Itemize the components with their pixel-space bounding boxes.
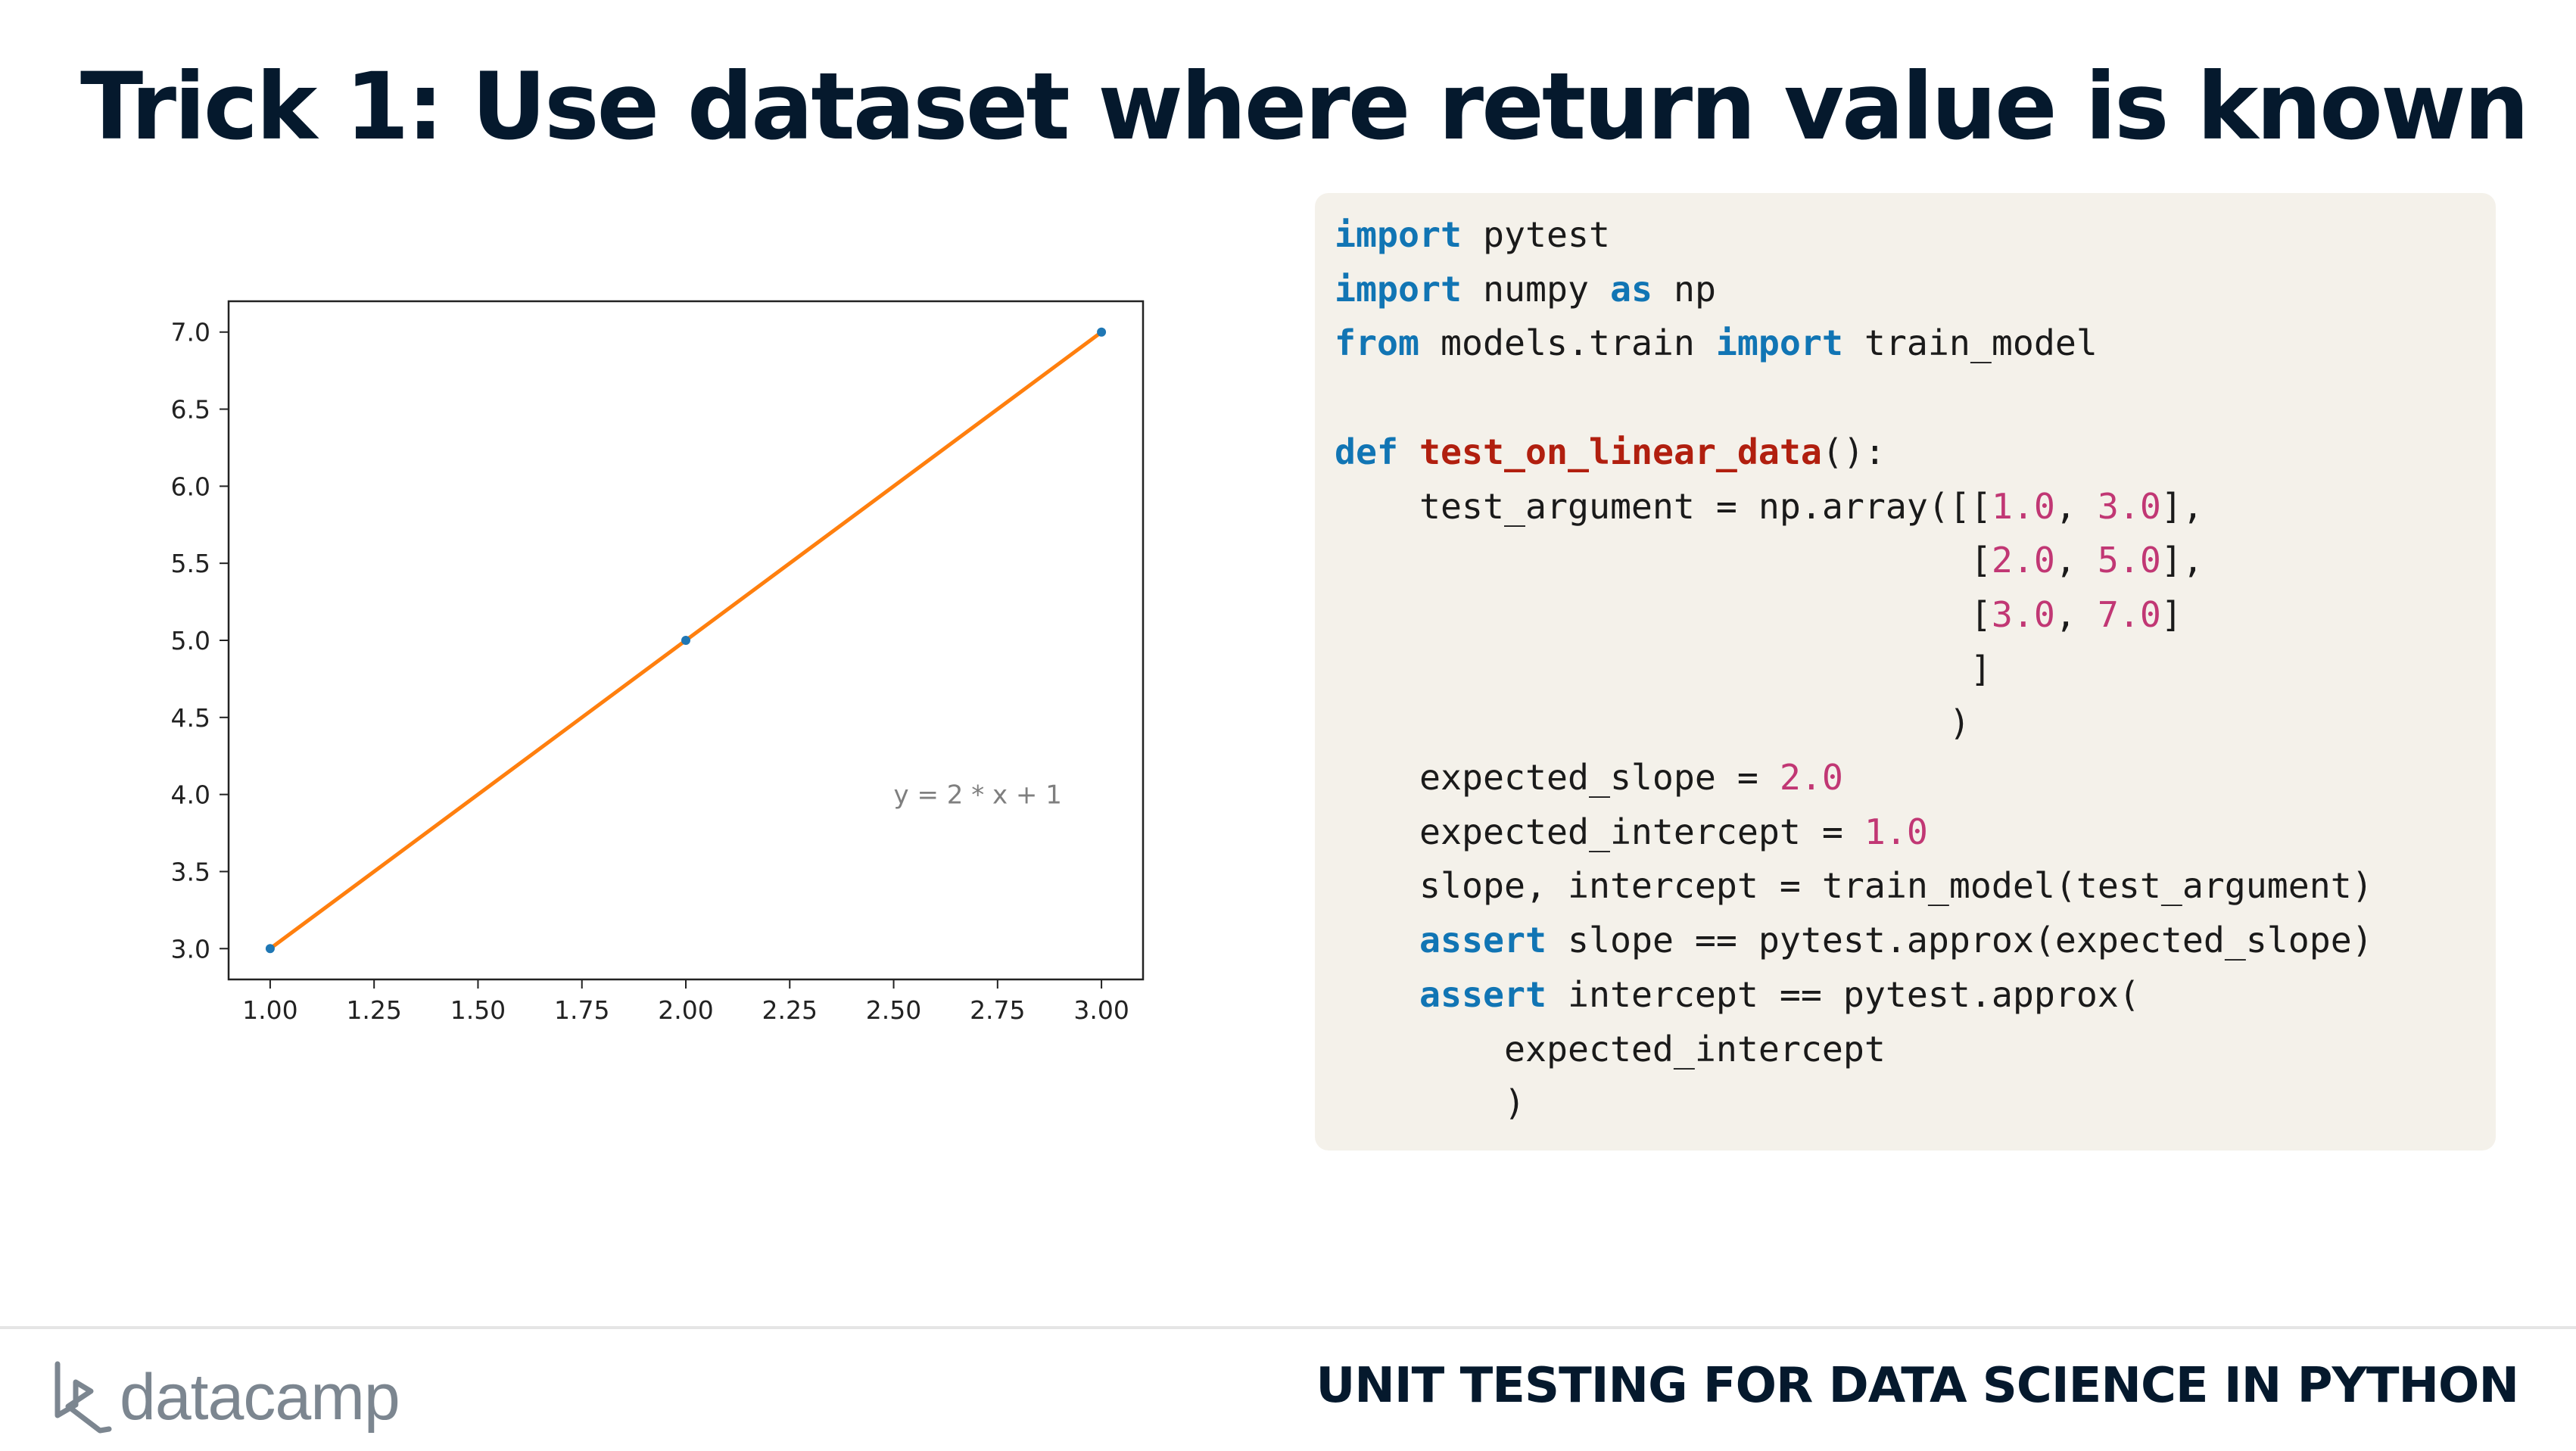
code-token: numpy — [1461, 268, 1610, 310]
code-token-kw: def — [1335, 431, 1398, 472]
code-token-kw: assert — [1419, 920, 1547, 961]
slide-title: Trick 1: Use dataset where return value … — [80, 53, 2530, 160]
code-token: [ — [1335, 593, 1992, 635]
code-token — [1335, 974, 1419, 1015]
code-token: , — [2054, 485, 2098, 527]
code-line: import numpy as np — [1335, 269, 1716, 310]
code-token: expected_intercept — [1335, 1028, 1886, 1070]
code-line: ) — [1335, 1082, 1525, 1123]
x-tick-label: 1.50 — [450, 995, 506, 1025]
code-token: ], — [2160, 540, 2204, 581]
code-block: import pytest import numpy as np from mo… — [1335, 208, 2496, 1131]
code-panel: import pytest import numpy as np from mo… — [1315, 193, 2496, 1151]
code-token: train_model — [1842, 322, 2098, 364]
code-line: ] — [1335, 649, 1992, 690]
code-token-kw: from — [1335, 322, 1419, 364]
code-line: expected_slope = 2.0 — [1335, 757, 1843, 798]
code-line: ) — [1335, 702, 1970, 743]
y-tick-label: 5.0 — [171, 626, 210, 655]
code-line: expected_intercept — [1335, 1029, 1886, 1070]
code-token: models.train — [1419, 322, 1716, 364]
data-point — [681, 636, 690, 645]
y-tick-label: 5.5 — [171, 549, 210, 578]
code-token: ] — [2160, 593, 2182, 635]
code-token-num: 1.0 — [1864, 811, 1928, 852]
brand-name: datacamp — [120, 1360, 400, 1434]
code-token: (): — [1821, 431, 1886, 472]
code-token: expected_intercept = — [1335, 811, 1864, 852]
code-token-num: 2.0 — [1779, 757, 1843, 799]
code-line: def test_on_linear_data(): — [1335, 431, 1886, 472]
code-line: [2.0, 5.0], — [1335, 540, 2204, 581]
y-tick-label: 7.0 — [171, 318, 210, 347]
code-token: [ — [1335, 540, 1992, 581]
x-tick-label: 1.25 — [346, 995, 401, 1025]
code-token: test_argument = np.array([[ — [1335, 485, 1992, 527]
code-token: np — [1652, 268, 1716, 310]
code-line: assert slope == pytest.approx(expected_s… — [1335, 920, 2373, 961]
code-token-num: 2.0 — [1991, 540, 2055, 581]
datacamp-logo[interactable]: datacamp — [53, 1352, 400, 1443]
footer: datacamp UNIT TESTING FOR DATA SCIENCE I… — [0, 1326, 2576, 1451]
code-line: test_argument = np.array([[1.0, 3.0], — [1335, 486, 2204, 527]
code-token-kw: as — [1609, 268, 1652, 310]
x-tick-label: 2.25 — [762, 995, 818, 1025]
line-chart: 1.00 1.25 1.50 1.75 2.00 2.25 2.50 2.75 3.00 3.0 3… — [171, 300, 1145, 1025]
y-tick-label: 6.0 — [171, 472, 210, 501]
x-tick-label: 1.00 — [242, 995, 297, 1025]
code-token — [1398, 431, 1419, 472]
datacamp-logo-icon — [55, 1361, 112, 1434]
code-token: slope, intercept = train_model(test_argu… — [1335, 865, 2373, 907]
x-tick-label: 2.50 — [866, 995, 921, 1025]
equation-annotation: y = 2 * x + 1 — [894, 780, 1062, 811]
code-token-num: 3.0 — [1991, 593, 2055, 635]
code-token-fn: test_on_linear_data — [1419, 431, 1822, 472]
code-line: slope, intercept = train_model(test_argu… — [1335, 865, 2373, 906]
y-tick-label: 4.5 — [171, 703, 210, 733]
data-point — [265, 944, 275, 954]
code-token-kw: import — [1715, 322, 1843, 364]
code-token-kw: import — [1335, 214, 1462, 255]
code-token — [1335, 920, 1419, 961]
code-token: , — [2054, 540, 2098, 581]
code-token: expected_slope = — [1335, 757, 1780, 799]
code-token-num: 5.0 — [2097, 540, 2161, 581]
code-token: pytest — [1461, 214, 1610, 255]
y-tick-label: 3.5 — [171, 857, 210, 886]
code-token: slope == pytest.approx(expected_slope) — [1546, 920, 2373, 961]
code-line: assert intercept == pytest.approx( — [1335, 974, 2140, 1015]
y-tick-label: 6.5 — [171, 395, 210, 425]
code-line: expected_intercept = 1.0 — [1335, 811, 1928, 852]
code-token: intercept == pytest.approx( — [1546, 973, 2140, 1015]
code-token: ) — [1335, 702, 1970, 744]
code-token-num: 3.0 — [2097, 485, 2161, 527]
code-line: import pytest — [1335, 214, 1610, 255]
x-tick-label: 2.75 — [970, 995, 1025, 1025]
code-token: ) — [1335, 1082, 1525, 1124]
code-token: ], — [2160, 485, 2204, 527]
course-title: UNIT TESTING FOR DATA SCIENCE IN PYTHON — [1316, 1358, 2519, 1414]
x-tick-label: 3.00 — [1073, 995, 1129, 1025]
code-token-num: 1.0 — [1991, 485, 2055, 527]
code-token-num: 7.0 — [2097, 593, 2161, 635]
data-point — [1097, 327, 1107, 337]
code-token-kw: assert — [1419, 973, 1547, 1015]
code-line: from models.train import train_model — [1335, 322, 2098, 363]
y-tick-label: 3.0 — [171, 934, 210, 964]
code-token-kw: import — [1335, 268, 1462, 310]
x-tick-label: 2.00 — [658, 995, 713, 1025]
y-tick-label: 4.0 — [171, 780, 210, 810]
code-line: [3.0, 7.0] — [1335, 594, 2182, 635]
code-token: , — [2054, 593, 2098, 635]
code-token: ] — [1335, 648, 1992, 690]
x-tick-label: 1.75 — [554, 995, 609, 1025]
